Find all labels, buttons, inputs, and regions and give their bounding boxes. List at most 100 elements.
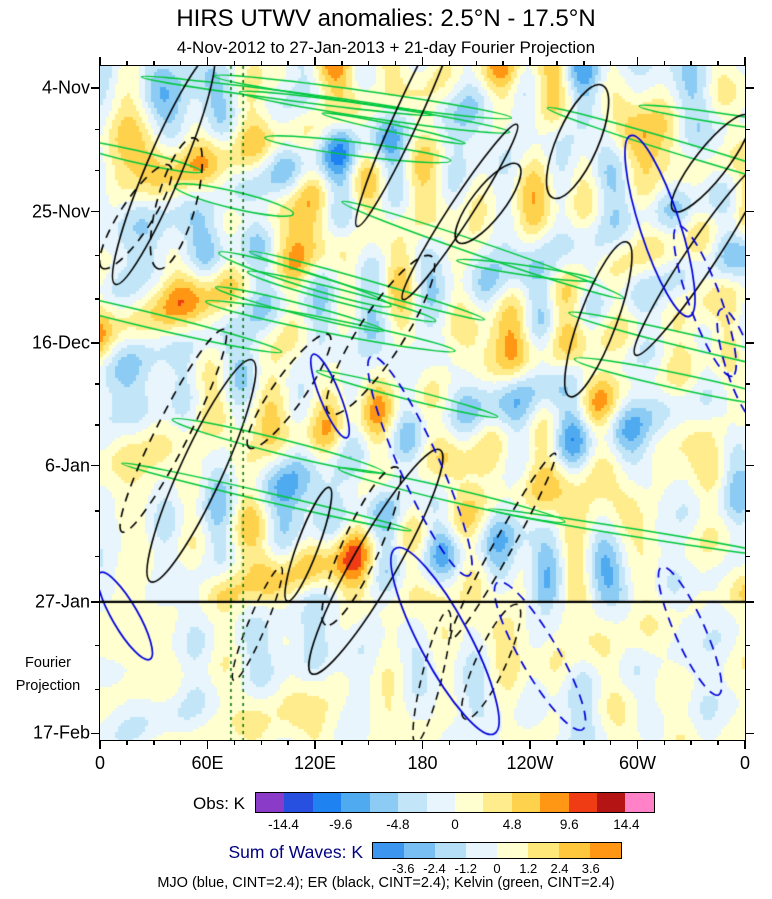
colorbar-segment [312, 793, 342, 812]
colorbar-segment [497, 843, 528, 858]
y-tick-label: 16-Dec [31, 332, 90, 353]
axis-tick [91, 210, 100, 213]
axis-tick [609, 61, 612, 66]
axis-tick [206, 740, 209, 749]
axis-tick [745, 128, 750, 131]
axis-tick [95, 254, 100, 257]
colorbar-tick-label: -2.4 [423, 861, 446, 876]
axis-tick [663, 740, 666, 745]
axis-tick [421, 740, 424, 749]
colorbar-segment [625, 793, 654, 812]
x-tick-label: 0 [739, 753, 751, 773]
axis-tick [745, 732, 754, 734]
x-axis-labels: 0 60E 120E 180 120W 60W 0 [95, 740, 750, 774]
axis-tick [91, 87, 100, 89]
y-tick-label: 27-Jan [34, 591, 90, 612]
colorbar-segment [435, 843, 466, 858]
axis-tick [636, 740, 639, 749]
axis-tick [745, 424, 750, 426]
waves-colorbar-ticks: -3.6 -2.4 -1.2 0 1.2 2.4 3.6 [372, 861, 622, 877]
axis-tick [717, 740, 719, 745]
axis-tick [475, 740, 477, 745]
axis-tick [126, 740, 128, 745]
colorbar-segment [483, 793, 512, 812]
axis-tick [394, 61, 397, 66]
axis-tick [745, 510, 750, 512]
axis-tick [95, 169, 100, 172]
colorbar-segment [398, 793, 427, 812]
fourier-projection-label: Fourier Projection [3, 652, 93, 698]
axis-tick [91, 732, 100, 734]
axis-tick [744, 740, 746, 749]
y-tick-label: 25-Nov [31, 201, 90, 222]
axis-tick [690, 61, 692, 66]
axis-tick [636, 57, 639, 66]
colorbar-segment [426, 793, 455, 812]
axis-tick [367, 740, 370, 745]
colorbar-segment [559, 843, 590, 858]
waves-colorbar-label: Sum of Waves: K [228, 842, 363, 862]
axis-tick [717, 61, 719, 66]
axis-tick [556, 740, 558, 745]
axis-tick [745, 342, 754, 344]
axis-tick [95, 510, 100, 512]
y-tick-label: 17-Feb [32, 722, 90, 743]
axis-tick [314, 740, 316, 749]
obs-colorbar-label: Obs: K [193, 794, 245, 813]
figure-title: HIRS UTWV anomalies: 2.5°N - 17.5°N [176, 5, 596, 32]
axis-tick [95, 128, 100, 131]
axis-tick [153, 61, 155, 66]
colorbar-segment [590, 843, 621, 858]
obs-colorbar-ticks: -14.4 -9.6 -4.8 0 4.8 9.6 14.4 [255, 817, 655, 833]
colorbar-tick-label: -14.4 [268, 817, 299, 832]
axis-tick [448, 61, 451, 66]
axis-tick [745, 464, 754, 467]
colorbar-tick-label: -3.6 [392, 861, 415, 876]
hovmoller-plot: 4-Nov 25-Nov 16-Dec 6-Jan 27-Jan 17-Feb 0 60E 1… [16, 57, 754, 773]
axis-tick [95, 298, 100, 300]
axis-tick [99, 57, 101, 66]
axis-tick [529, 57, 531, 66]
axis-tick [91, 342, 100, 344]
axis-tick [95, 383, 100, 385]
colorbar-segment [568, 793, 598, 812]
axis-tick [95, 644, 100, 647]
axis-tick [394, 740, 397, 745]
colorbar-segment [511, 793, 541, 812]
colorbar-tick-label: 3.6 [581, 861, 600, 876]
colorbar-segment [454, 793, 484, 812]
axis-tick [341, 61, 343, 66]
colorbar-segment [369, 793, 399, 812]
anomaly-field-canvas [100, 66, 745, 740]
x-tick-label: 0 [94, 753, 106, 773]
colorbar-tick-label: 9.6 [559, 817, 579, 832]
x-tick-label: 180 [407, 753, 438, 773]
x-tick-label: 60E [191, 753, 224, 773]
axis-tick [206, 57, 209, 66]
axis-tick [179, 740, 182, 745]
axis-tick [91, 601, 100, 603]
axis-tick [745, 644, 750, 647]
axis-tick [95, 688, 100, 691]
colorbar-tick-label: -1.2 [454, 861, 477, 876]
axis-tick [314, 57, 316, 66]
fourier-label-line2: Projection [15, 678, 81, 695]
axis-tick [609, 740, 612, 745]
obs-colorbar [255, 792, 655, 813]
axis-tick [153, 740, 155, 745]
axis-tick [663, 61, 666, 66]
y-tick-label: 6-Jan [44, 455, 90, 476]
axis-tick [233, 740, 236, 745]
axis-tick [583, 740, 585, 745]
x-tick-label: 120W [506, 753, 554, 773]
colorbar-segment [284, 793, 313, 812]
axis-tick [287, 61, 289, 66]
axis-tick [233, 61, 236, 66]
colorbar-segment [404, 843, 435, 858]
figure-subtitle: 4-Nov-2012 to 27-Jan-2013 + 21-day Fouri… [176, 38, 596, 57]
x-tick-label: 120E [293, 753, 336, 773]
axis-tick [502, 740, 504, 745]
axis-tick [95, 555, 100, 558]
axis-tick [126, 61, 128, 66]
